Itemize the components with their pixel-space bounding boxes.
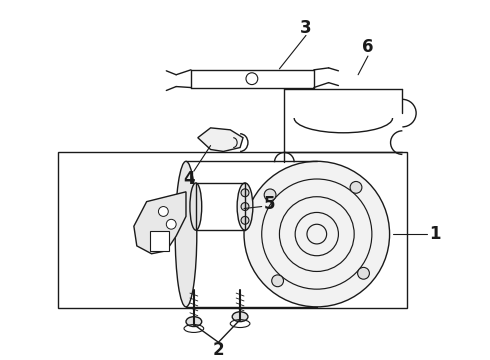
Circle shape [264,189,276,201]
Bar [149,231,169,251]
Text: 2: 2 [213,341,224,359]
Circle shape [244,161,390,307]
Circle shape [271,275,284,287]
Ellipse shape [190,183,202,230]
Polygon shape [134,192,186,254]
Circle shape [246,73,258,85]
Text: 1: 1 [429,225,441,243]
Circle shape [158,207,168,216]
Text: 4: 4 [183,170,195,188]
Bar [58,152,407,308]
Circle shape [166,219,176,229]
Ellipse shape [186,317,202,327]
Polygon shape [198,128,243,152]
Ellipse shape [175,161,197,307]
Ellipse shape [237,183,253,230]
Text: 3: 3 [300,18,312,36]
Circle shape [241,216,249,224]
Circle shape [241,189,249,197]
Circle shape [358,267,369,279]
Ellipse shape [232,312,248,321]
Circle shape [350,181,362,193]
Text: 5: 5 [264,195,275,213]
Text: 6: 6 [362,38,374,56]
Circle shape [241,203,249,211]
